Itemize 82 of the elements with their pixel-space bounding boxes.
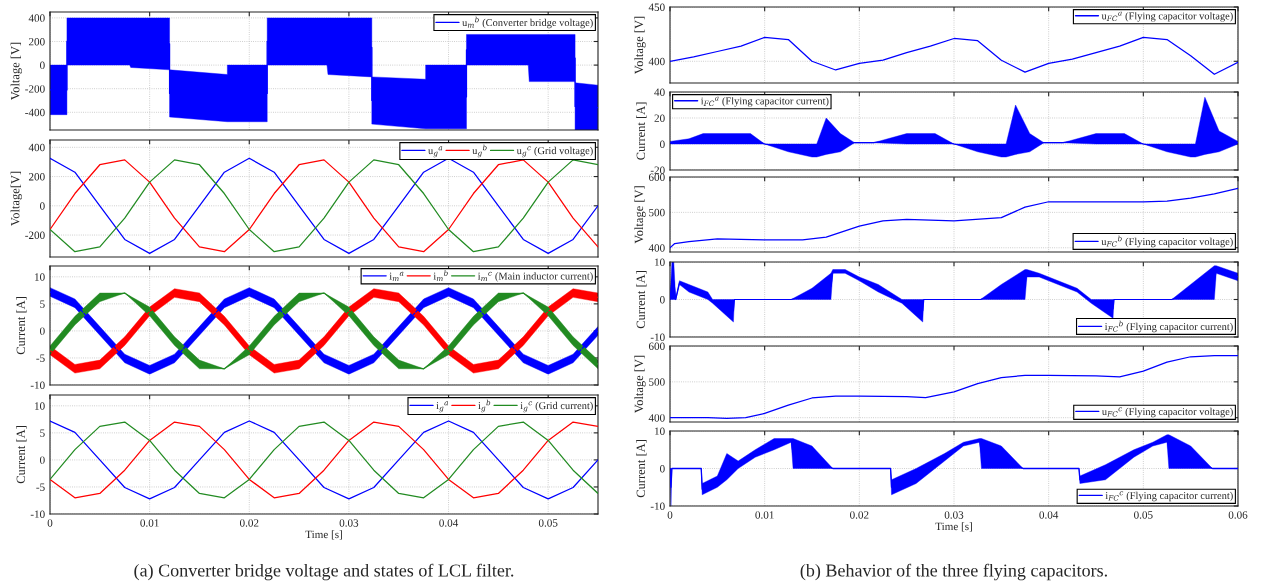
y-tick-label: 400 bbox=[648, 244, 665, 252]
y-tick-label: 5 bbox=[40, 300, 45, 308]
y-tick-label: 0 bbox=[660, 464, 665, 473]
legend-label: u$_{g}$$^{b}$ bbox=[472, 144, 487, 158]
y-tick-label: 10 bbox=[35, 273, 45, 281]
x-tick-label: 0.06 bbox=[1228, 511, 1248, 519]
legend-label: u$_{FC}$$^{c}$ (Flying capacitor voltage) bbox=[1101, 407, 1233, 418]
line-series bbox=[670, 36, 1238, 75]
text: (a) Converter bridge voltage and states of LCL filter. bbox=[134, 563, 514, 581]
x-tick-label: 0.02 bbox=[239, 519, 259, 527]
y-axis-title: Voltage [V] bbox=[634, 186, 646, 244]
y-tick-label: -10 bbox=[30, 381, 45, 389]
y-tick-label: 10 bbox=[655, 427, 665, 435]
y-tick-label: 400 bbox=[648, 57, 665, 66]
y-tick-label: 600 bbox=[648, 173, 665, 181]
x-tick-label: 0 bbox=[667, 511, 673, 519]
y-tick-label: 40 bbox=[654, 88, 665, 96]
y-tick-label: -5 bbox=[36, 354, 45, 362]
legend-label: i$_{m}$$^{b}$ bbox=[433, 270, 448, 282]
x-tick-label: 0.04 bbox=[1039, 511, 1059, 519]
y-tick-label: 10 bbox=[35, 402, 45, 410]
y-tick-label: -200 bbox=[25, 85, 45, 93]
y-tick-label: 500 bbox=[649, 378, 665, 386]
y-tick-label: -5 bbox=[36, 483, 45, 491]
y-tick-label: 0 bbox=[40, 61, 45, 70]
legend-label: u$_{m}$$^{b}$ (Converter bridge voltage) bbox=[462, 16, 593, 29]
legend-label: i$_{g}$$^{b}$ bbox=[478, 399, 491, 413]
x-tick-label: 0 bbox=[47, 519, 53, 527]
y-axis-title: Current [A] bbox=[636, 271, 647, 329]
y-tick-label: 450 bbox=[648, 3, 665, 11]
y-axis-title: Voltage[V] bbox=[10, 171, 22, 227]
y-tick-label: 20 bbox=[654, 114, 665, 122]
legend-label: u$_{FC}$$^{a}$ (Flying capacitor voltage) bbox=[1101, 11, 1233, 22]
y-tick-label: 0 bbox=[40, 202, 45, 210]
x-axis-title: Time [s] bbox=[935, 522, 972, 532]
y-tick-label: 600 bbox=[648, 342, 665, 350]
y-tick-label: 400 bbox=[28, 14, 45, 22]
y-tick-label: -10 bbox=[30, 510, 45, 518]
y-tick-label: 200 bbox=[28, 37, 45, 46]
y-axis-title: Voltage [V] bbox=[634, 16, 646, 75]
x-tick-label: 0.01 bbox=[755, 511, 774, 519]
y-axis-title: Current [A] bbox=[636, 440, 647, 498]
y-axis-title: Voltage [V] bbox=[634, 355, 646, 414]
y-tick-label: 0 bbox=[660, 140, 665, 148]
y-tick-label: 10 bbox=[655, 258, 665, 266]
y-tick-label: 0 bbox=[40, 327, 45, 335]
x-tick-label: 0.01 bbox=[140, 519, 159, 527]
y-tick-label: -10 bbox=[650, 333, 665, 341]
x-tick-label: 0.03 bbox=[339, 519, 359, 527]
y-tick-label: 400 bbox=[28, 143, 45, 152]
y-tick-label: 200 bbox=[28, 173, 45, 181]
y-tick-label: -10 bbox=[650, 502, 665, 510]
legend-label: i$_{FC}$$^{b}$ (Flying capacitor current) bbox=[1104, 320, 1233, 333]
legend-label: i$_{m}$$^{c}$ (Main inductor current) bbox=[477, 271, 593, 282]
x-tick-label: 0.05 bbox=[1134, 511, 1153, 519]
y-tick-label: 400 bbox=[648, 414, 665, 422]
y-tick-label: -200 bbox=[25, 231, 45, 240]
text: (b) Behavior of the three flying capacitors. bbox=[800, 563, 1107, 581]
y-tick-label: 0 bbox=[660, 295, 665, 304]
y-axis-title: Current [A] bbox=[16, 426, 27, 484]
y-tick-label: 500 bbox=[649, 208, 665, 217]
legend-label: u$_{g}$$^{a}$ bbox=[428, 146, 443, 158]
legend-label: i$_{m}$$^{a}$ bbox=[389, 271, 404, 282]
x-tick-label: 0.05 bbox=[538, 519, 558, 527]
legend-label: u$_{FC}$$^{b}$ (Flying capacitor voltage) bbox=[1101, 235, 1233, 248]
legend-label: i$_{FC}$$^{c}$ (Flying capacitor current) bbox=[1105, 491, 1233, 502]
y-tick-label: 5 bbox=[40, 429, 45, 437]
legend-label: i$_{FC}$$^{a}$ (Flying capacitor current) bbox=[700, 96, 829, 107]
y-axis-title: Current [A] bbox=[16, 297, 27, 355]
x-tick-label: 0.03 bbox=[944, 511, 964, 519]
y-tick-label: -400 bbox=[25, 108, 45, 117]
legend-label: u$_{g}$$^{c}$ (Grid voltage) bbox=[516, 146, 593, 158]
y-tick-label: 0 bbox=[40, 456, 45, 464]
line-series bbox=[670, 187, 1238, 249]
x-tick-label: 0.02 bbox=[850, 511, 869, 519]
legend-label: i$_{g}$$^{a}$ bbox=[436, 401, 449, 413]
y-axis-title: Current [A] bbox=[636, 102, 647, 160]
x-tick-label: 0.04 bbox=[439, 519, 459, 527]
legend-label: i$_{g}$$^{c}$ (Grid current) bbox=[520, 401, 593, 413]
y-axis-title: Voltage [V] bbox=[10, 42, 22, 101]
x-axis-title: Time [s] bbox=[305, 530, 342, 540]
y-tick-label: -20 bbox=[650, 166, 665, 174]
